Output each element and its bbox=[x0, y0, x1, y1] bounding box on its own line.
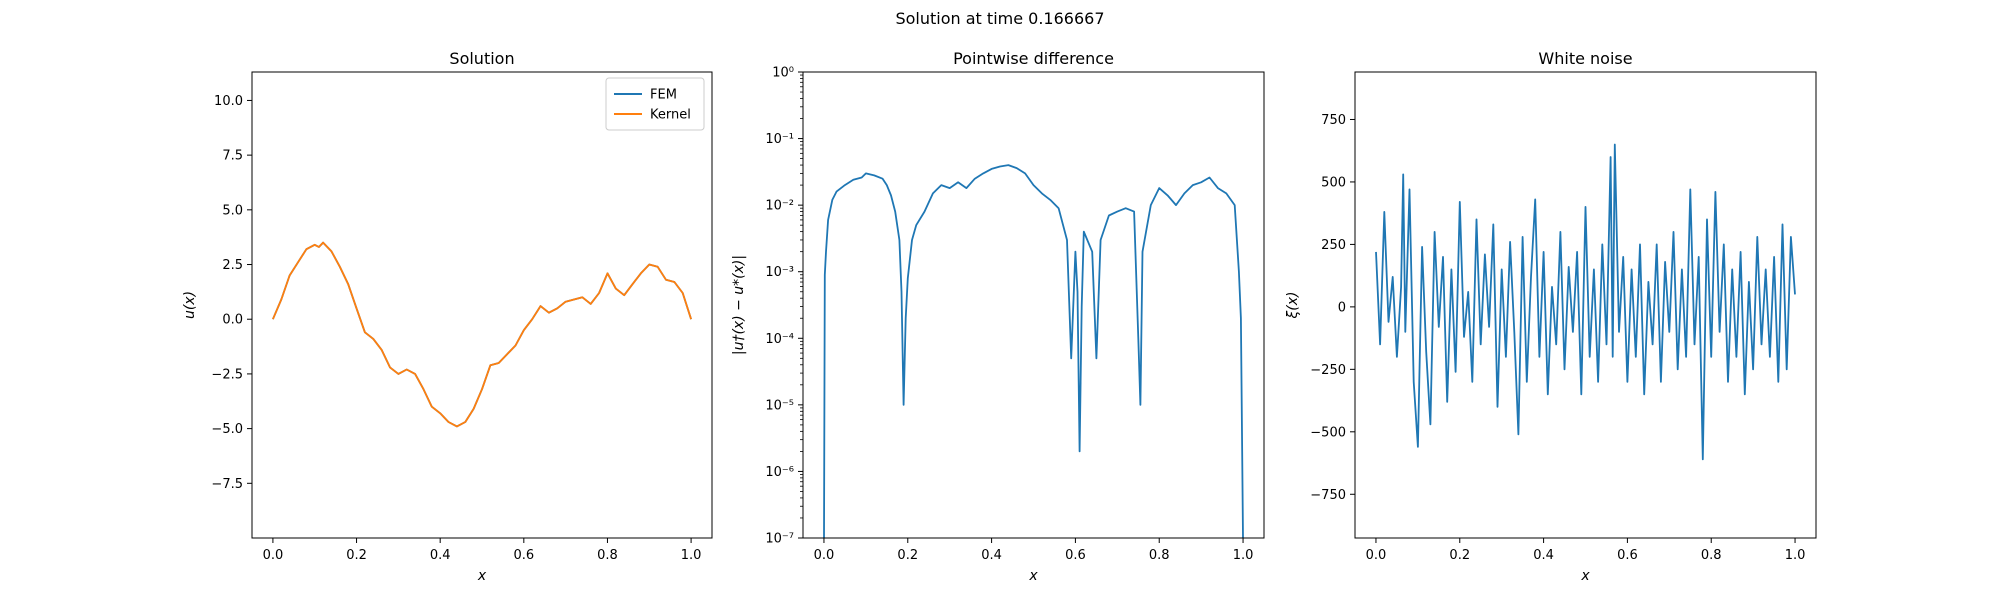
y-tick-label: −250 bbox=[1310, 363, 1346, 378]
x-tick-label: 0.0 bbox=[1366, 548, 1387, 563]
y-tick-label: 500 bbox=[1321, 175, 1346, 190]
y-tick-label: 10⁻⁴ bbox=[765, 332, 794, 347]
x-tick-label: 0.0 bbox=[814, 548, 835, 563]
subplot-title: Pointwise difference bbox=[953, 49, 1114, 68]
legend-box bbox=[605, 77, 705, 131]
x-axis-label: x bbox=[1028, 568, 1038, 584]
y-tick-label: 10⁻⁷ bbox=[765, 532, 794, 547]
y-tick-label: 750 bbox=[1321, 113, 1346, 128]
x-tick-label: 0.0 bbox=[263, 548, 284, 563]
x-tick-label: 0.6 bbox=[1065, 548, 1086, 563]
x-tick-label: 0.2 bbox=[1449, 548, 1470, 563]
y-tick-label: 10⁻⁵ bbox=[765, 398, 794, 413]
y-tick-label: 7.5 bbox=[222, 149, 243, 164]
y-tick-label: −7.5 bbox=[211, 477, 243, 492]
x-tick-label: 0.4 bbox=[981, 548, 1002, 563]
y-tick-label: 10⁻⁶ bbox=[765, 465, 794, 480]
plot-frame bbox=[1354, 71, 1817, 539]
plot-frame bbox=[802, 71, 1265, 539]
y-tick-label: −750 bbox=[1310, 488, 1346, 503]
plot-frame bbox=[251, 71, 713, 539]
subplot-2: 0.0 0.2 0.4 0.6 0.8 1.0 10⁻⁷ 10⁻⁶ 10⁻⁵ 10⁻⁴ 10⁻³ 10… bbox=[731, 49, 1265, 584]
y-tick-label: 5.0 bbox=[222, 203, 243, 218]
series-line-1 bbox=[1375, 143, 1796, 461]
x-tick-label: 0.8 bbox=[1701, 548, 1722, 563]
y-tick-label: 2.5 bbox=[222, 258, 243, 273]
x-tick-label: 0.2 bbox=[897, 548, 918, 563]
x-tick-label: 1.0 bbox=[1233, 548, 1254, 563]
y-tick-label: 10⁻¹ bbox=[765, 132, 794, 147]
y-tick-label: 0.0 bbox=[222, 313, 243, 328]
y-axis-label: u(x) bbox=[182, 291, 198, 319]
y-tick-label: −5.0 bbox=[211, 422, 243, 437]
series-line-1 bbox=[823, 164, 1244, 538]
subplot-title: White noise bbox=[1538, 49, 1632, 68]
x-tick-label: 0.4 bbox=[1533, 548, 1554, 563]
subplot-3: 0.0 0.2 0.4 0.6 0.8 1.0 −750 −500 −250 0 250 500 750… bbox=[1285, 49, 1817, 584]
legend-label-kernel: Kernel bbox=[650, 108, 691, 123]
y-tick-label: 10⁻³ bbox=[765, 265, 794, 280]
x-axis-label: x bbox=[477, 568, 487, 584]
y-tick-label: 10⁰ bbox=[772, 66, 794, 81]
y-tick-label: 10⁻² bbox=[765, 199, 794, 214]
series-line-kernel bbox=[272, 241, 692, 428]
x-tick-label: 0.6 bbox=[513, 548, 534, 563]
x-tick-label: 0.8 bbox=[597, 548, 618, 563]
subplot-1: 0.0 0.2 0.4 0.6 0.8 1.0 −7.5 −5.0 −2.5 0.0 2.5 5.0 7… bbox=[182, 49, 713, 584]
x-tick-label: 0.4 bbox=[430, 548, 451, 563]
x-tick-label: 0.2 bbox=[346, 548, 367, 563]
legend: FEM Kernel bbox=[605, 77, 705, 131]
y-tick-label: 250 bbox=[1321, 238, 1346, 253]
y-tick-label: −2.5 bbox=[211, 367, 243, 382]
subplots: 0.0 0.2 0.4 0.6 0.8 1.0 −7.5 −5.0 −2.5 0.0 2.5 5.0 7… bbox=[182, 49, 1817, 584]
x-axis-label: x bbox=[1580, 568, 1590, 584]
y-tick-label: 10.0 bbox=[214, 94, 243, 109]
y-axis-label: |u†(x) − u*(x)| bbox=[731, 255, 747, 355]
x-tick-label: 0.6 bbox=[1617, 548, 1638, 563]
series-line-fem bbox=[272, 241, 692, 428]
subplot-title: Solution bbox=[449, 49, 514, 68]
x-tick-label: 1.0 bbox=[1785, 548, 1806, 563]
y-tick-label: −500 bbox=[1310, 425, 1346, 440]
y-tick-label: 0 bbox=[1338, 300, 1346, 315]
legend-label-fem: FEM bbox=[650, 88, 677, 103]
figure-suptitle: Solution at time 0.166667 bbox=[895, 9, 1104, 28]
y-axis-label: ξ(x) bbox=[1285, 291, 1301, 319]
x-tick-label: 0.8 bbox=[1149, 548, 1170, 563]
x-tick-label: 1.0 bbox=[681, 548, 702, 563]
